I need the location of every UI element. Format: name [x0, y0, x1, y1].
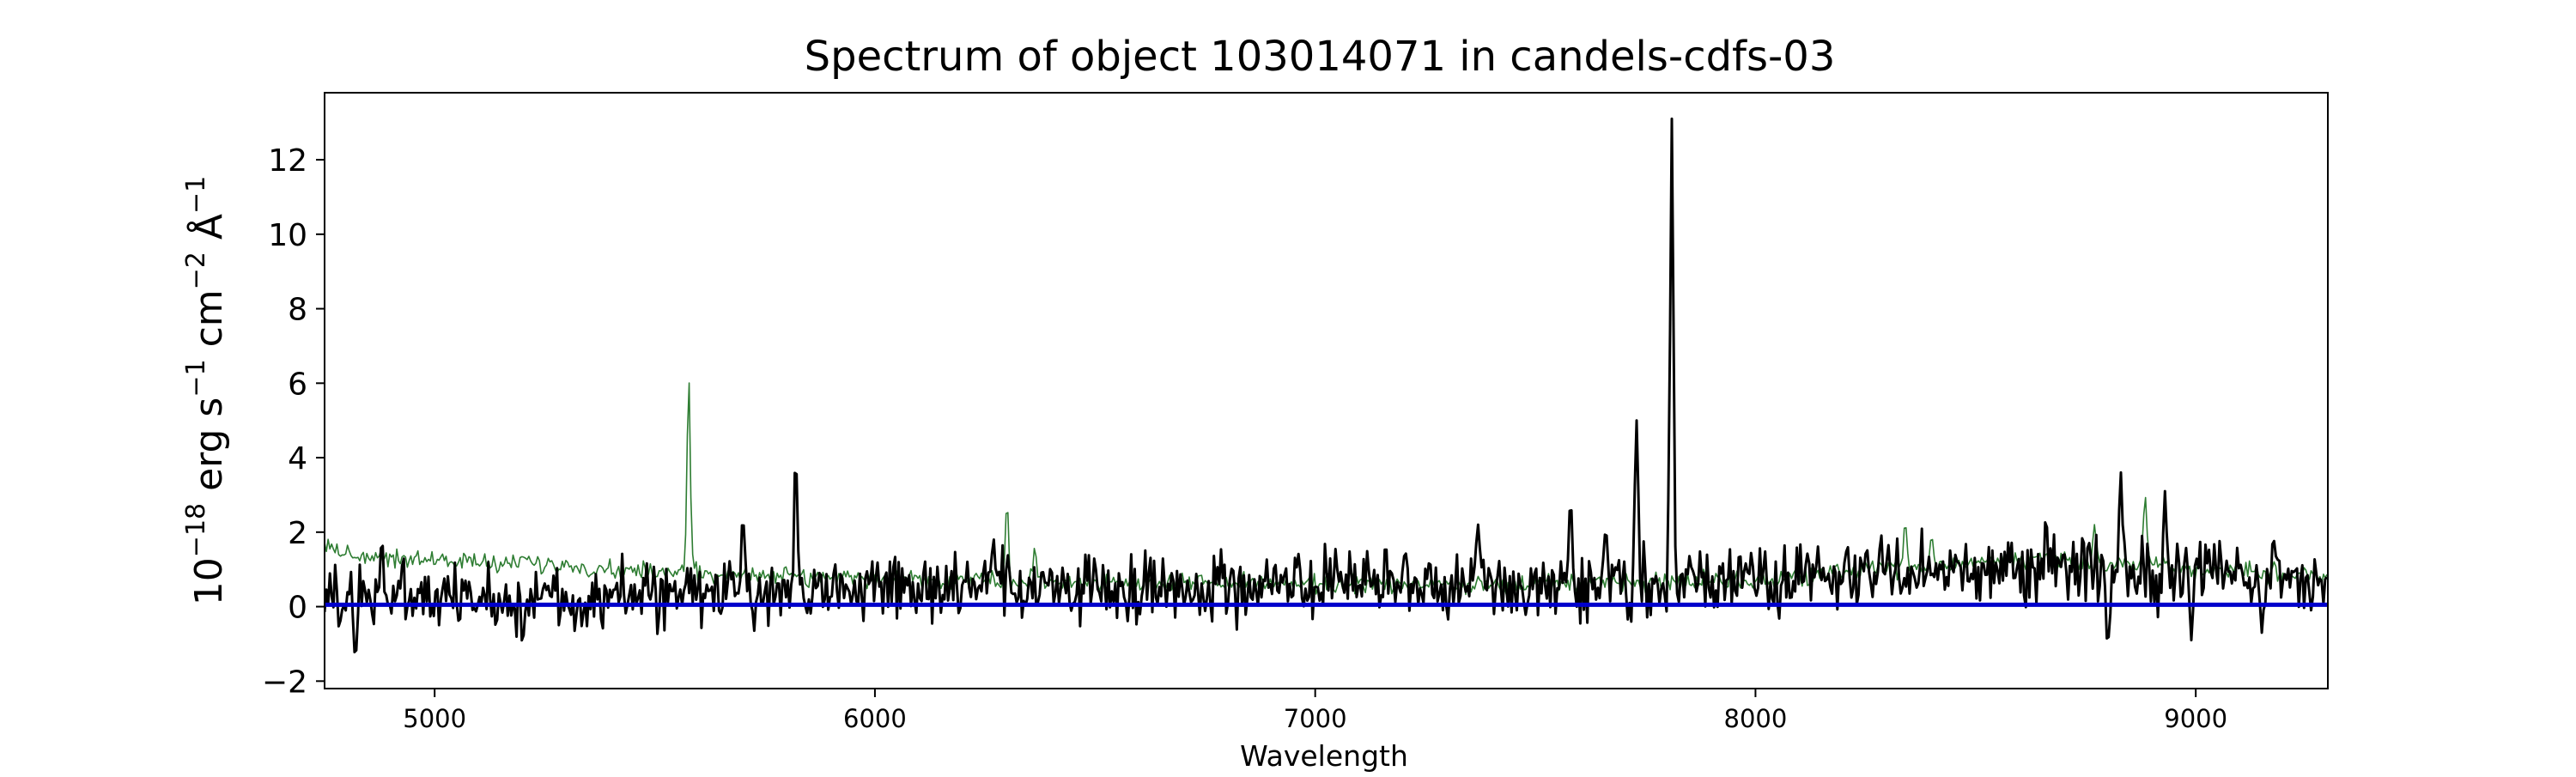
x-tick-label: 5000 — [403, 704, 466, 733]
y-tick-label: −2 — [262, 665, 307, 700]
plot-area — [324, 92, 2329, 689]
y-tick-label: 4 — [288, 441, 307, 477]
x-tick-label: 7000 — [1284, 704, 1347, 733]
y-label-sup: −1 — [181, 176, 211, 214]
y-tick-label: 0 — [288, 591, 307, 626]
plot-frame — [324, 92, 2329, 689]
y-axis: −2 0 2 4 6 8 10 12 — [262, 143, 325, 700]
x-axis-label: Wavelength — [1240, 739, 1408, 773]
y-label-part: 10 — [187, 557, 231, 605]
series-line-flux — [325, 117, 2328, 653]
x-tick-label: 8000 — [1724, 704, 1788, 733]
chart-title: Spectrum of object 103014071 in candels-… — [805, 33, 1836, 81]
y-label-part: erg s — [187, 398, 231, 503]
y-tick-label: 10 — [268, 218, 307, 253]
x-axis: 5000 6000 7000 8000 9000 — [403, 689, 2227, 733]
y-tick-label: 8 — [288, 293, 307, 328]
y-label-sup: −2 — [181, 252, 211, 289]
y-axis-label: 10−18 erg s−1 cm−2 Å−1 — [181, 176, 231, 605]
x-tick-label: 6000 — [843, 704, 907, 733]
y-label-sup: −18 — [181, 503, 211, 557]
x-tick-label: 9000 — [2164, 704, 2227, 733]
y-label-part: Å — [185, 214, 231, 252]
y-label-part: cm — [187, 289, 231, 359]
y-tick-label: 12 — [268, 143, 307, 179]
y-label-sup: −1 — [181, 359, 211, 397]
series-layer — [325, 117, 2328, 653]
y-tick-label: 2 — [288, 516, 307, 551]
y-tick-label: 6 — [288, 367, 307, 402]
